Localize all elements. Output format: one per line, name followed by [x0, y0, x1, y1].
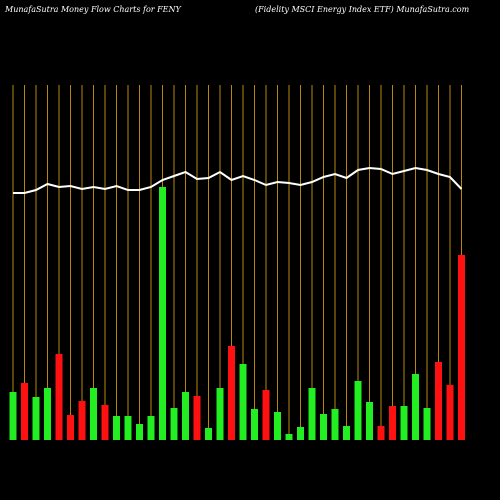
bar: [331, 409, 339, 440]
bar: [285, 434, 293, 440]
bar: [101, 405, 109, 440]
bar: [124, 416, 132, 440]
bar: [297, 427, 304, 440]
bar: [274, 412, 281, 440]
bar: [354, 381, 362, 440]
bar: [251, 409, 258, 440]
bar: [21, 383, 28, 440]
bar: [170, 408, 178, 440]
bar: [159, 187, 166, 440]
bar: [308, 388, 316, 440]
bar: [366, 402, 373, 440]
bar: [182, 392, 189, 440]
bar: [78, 401, 86, 440]
bar: [412, 374, 419, 440]
bar: [262, 390, 270, 440]
bar: [228, 346, 235, 440]
bar: [205, 428, 212, 440]
bar: [55, 354, 63, 440]
bar: [9, 392, 17, 440]
bar: [458, 255, 465, 440]
bar: [400, 406, 408, 440]
bar: [44, 388, 51, 440]
bar: [435, 362, 442, 440]
bar: [423, 408, 431, 440]
bar: [147, 416, 155, 440]
money-flow-line: [13, 166, 463, 194]
chart-subtitle: (Fidelity MSCI Energy Index ETF) MunafaS…: [255, 5, 470, 14]
chart-title: MunafaSutra Money Flow Charts for FENY: [4, 5, 182, 14]
bar: [446, 385, 454, 440]
bar: [377, 426, 385, 440]
bar: [67, 415, 74, 440]
bar: [32, 397, 40, 440]
bar: [113, 416, 120, 440]
bar: [239, 364, 247, 440]
bar: [216, 388, 224, 440]
bar: [136, 424, 143, 440]
bar: [90, 388, 97, 440]
bar: [343, 426, 350, 440]
bar: [193, 396, 201, 440]
bar: [389, 406, 396, 440]
bar: [320, 414, 327, 440]
